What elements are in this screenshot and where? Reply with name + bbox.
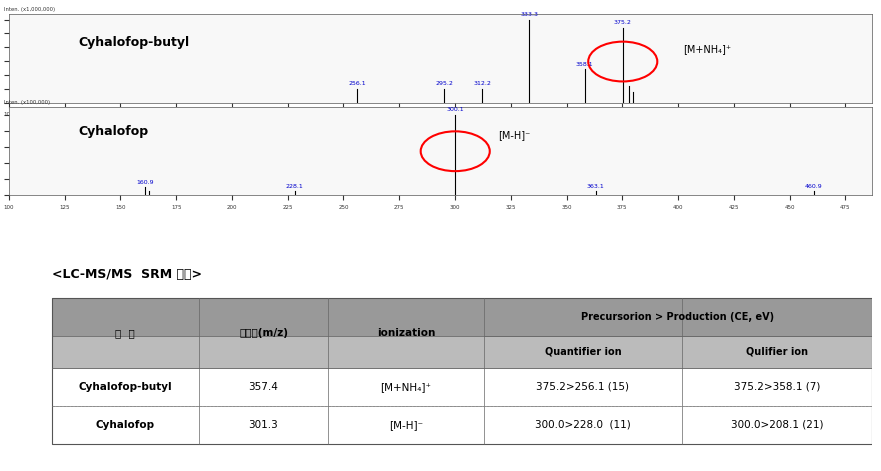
Text: Inten. (x1,000,000): Inten. (x1,000,000) xyxy=(4,8,56,12)
FancyBboxPatch shape xyxy=(52,336,872,368)
Text: [M+NH₄]⁺: [M+NH₄]⁺ xyxy=(381,382,432,392)
Text: Cyhalofop: Cyhalofop xyxy=(78,125,148,138)
Text: Inten. (x100,000): Inten. (x100,000) xyxy=(4,100,50,105)
FancyBboxPatch shape xyxy=(52,298,872,336)
Text: 375.2>358.1 (7): 375.2>358.1 (7) xyxy=(734,382,820,392)
Text: 300.0>228.0  (11): 300.0>228.0 (11) xyxy=(535,420,631,430)
FancyBboxPatch shape xyxy=(52,368,872,406)
Text: Precursorion > Production (CE, eV): Precursorion > Production (CE, eV) xyxy=(581,312,774,322)
Text: [M-H]⁻: [M-H]⁻ xyxy=(499,130,530,140)
Text: [M+NH₄]⁺: [M+NH₄]⁺ xyxy=(683,44,731,54)
Text: ionization: ionization xyxy=(377,328,435,338)
Text: 300.0>208.1 (21): 300.0>208.1 (21) xyxy=(731,420,824,430)
Text: 분자량(m/z): 분자량(m/z) xyxy=(239,328,288,338)
Text: Quantifier ion: Quantifier ion xyxy=(544,347,621,357)
Text: [M-H]⁻: [M-H]⁻ xyxy=(389,420,423,430)
Text: Cyhalofop-butyl: Cyhalofop-butyl xyxy=(78,36,189,49)
Text: 375.2>256.1 (15): 375.2>256.1 (15) xyxy=(537,382,629,392)
Text: 228.1: 228.1 xyxy=(285,184,303,189)
Text: Cyhalofop: Cyhalofop xyxy=(96,420,155,430)
Text: 460.9: 460.9 xyxy=(805,184,823,189)
Text: 301.3: 301.3 xyxy=(248,420,278,430)
Text: 375.2: 375.2 xyxy=(614,20,632,25)
Text: 300.1: 300.1 xyxy=(447,107,464,113)
Text: 160.9: 160.9 xyxy=(136,180,153,185)
Text: 357.4: 357.4 xyxy=(248,382,278,392)
Text: 333.3: 333.3 xyxy=(521,12,538,17)
FancyBboxPatch shape xyxy=(52,406,872,444)
Text: 성  분: 성 분 xyxy=(115,328,136,338)
Text: 358.1: 358.1 xyxy=(576,62,594,67)
Text: Qulifier ion: Qulifier ion xyxy=(746,347,808,357)
Text: 363.1: 363.1 xyxy=(587,184,604,189)
Text: 295.2: 295.2 xyxy=(435,81,453,86)
Text: 256.1: 256.1 xyxy=(348,81,366,86)
Text: <LC-MS/MS  SRM 조건>: <LC-MS/MS SRM 조건> xyxy=(52,268,202,281)
Text: 312.2: 312.2 xyxy=(473,81,491,86)
Text: Cyhalofop-butyl: Cyhalofop-butyl xyxy=(78,382,172,392)
